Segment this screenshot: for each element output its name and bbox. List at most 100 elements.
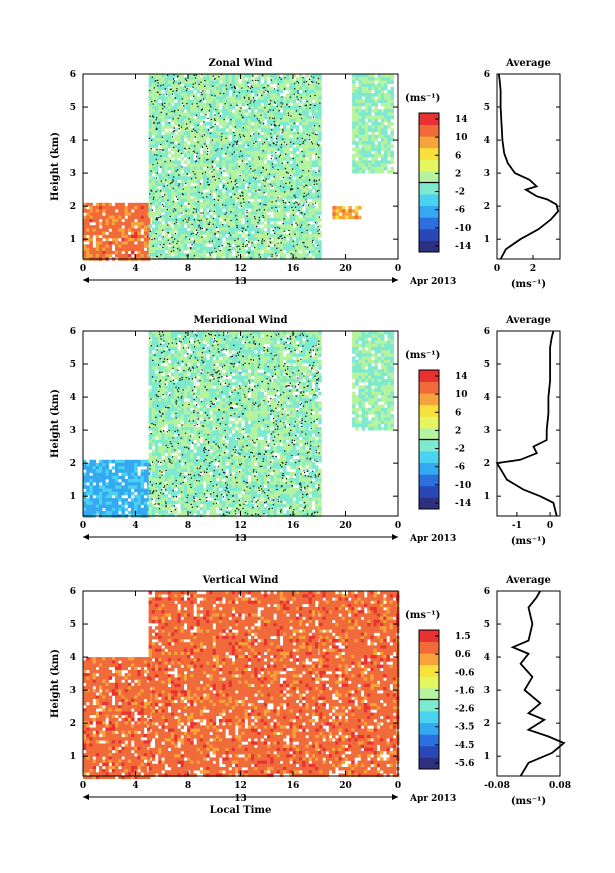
heat-cell (174, 83, 178, 88)
heat-cell (155, 372, 159, 377)
heat-cell (289, 227, 293, 232)
heat-cell (222, 102, 226, 107)
heat-cell (263, 230, 268, 235)
heat-cell (148, 443, 153, 447)
heat-cell (260, 198, 265, 203)
heat-cell (222, 230, 226, 235)
heat-cell (193, 234, 197, 238)
contour-dot (213, 210, 215, 212)
heat-cell (377, 166, 382, 171)
heat-cell (244, 192, 249, 196)
heat-cell (286, 122, 290, 126)
heat-cell (127, 488, 132, 493)
heat-cell (225, 122, 229, 126)
heat-cell (99, 254, 103, 258)
contour-dot (295, 110, 297, 112)
heat-cell (292, 106, 297, 110)
heat-cell (355, 150, 359, 155)
heat-cell (209, 93, 213, 97)
contour-dot (255, 80, 257, 82)
contour-dot (177, 76, 179, 78)
heat-cell (203, 131, 207, 136)
heat-cell (279, 83, 284, 88)
heat-cell (276, 176, 281, 180)
heat-cell (289, 118, 293, 123)
heat-cell (118, 225, 122, 229)
heat-cell (167, 237, 172, 241)
heat-cell (241, 256, 245, 260)
heat-cell (215, 253, 220, 257)
heat-cell (151, 157, 156, 161)
heat-cell (187, 93, 191, 97)
heat-cell (115, 466, 119, 470)
heat-cell (260, 118, 265, 123)
heat-cell (137, 507, 141, 512)
heat-cell (115, 472, 119, 477)
heat-cell (260, 144, 265, 148)
heat-cell (203, 154, 207, 158)
contour-dot (195, 233, 197, 235)
heat-cell (295, 234, 300, 238)
contour-dot (248, 97, 250, 99)
heat-cell (151, 401, 156, 405)
heat-cell (177, 131, 181, 136)
heat-cell (174, 118, 178, 123)
heat-cell (115, 488, 119, 493)
heat-cell (111, 215, 116, 220)
heat-cell (151, 253, 156, 257)
heat-cell (137, 504, 141, 509)
heat-cell (121, 485, 125, 489)
heat-cell (203, 106, 207, 110)
heat-cell (292, 253, 297, 257)
heat-cell (124, 209, 129, 213)
contour-dot (268, 103, 270, 105)
average-title-0: Average (505, 58, 551, 69)
heat-cell (371, 131, 375, 136)
heat-cell (384, 141, 388, 145)
heat-cell (251, 106, 255, 110)
contour-dot (157, 79, 159, 81)
heat-cell (137, 501, 141, 505)
contour-dot (238, 92, 240, 94)
heat-cell (308, 166, 313, 171)
heat-cell (299, 83, 303, 88)
heat-cell (305, 211, 309, 216)
contour-dot (302, 204, 304, 207)
heat-cell (222, 253, 226, 257)
heat-cell (161, 173, 165, 177)
heat-cell (148, 86, 153, 91)
contour-dot (270, 136, 273, 138)
heat-cell (183, 166, 188, 171)
heat-cell (171, 205, 175, 209)
contour-dot (172, 142, 174, 144)
heat-cell (164, 163, 169, 168)
heat-cell (286, 192, 290, 196)
contour-dot (196, 103, 198, 105)
heat-cell (105, 469, 109, 473)
heat-cell (161, 240, 165, 244)
heat-cell (105, 491, 109, 496)
heat-cell (183, 96, 188, 100)
heat-cell (283, 102, 287, 107)
heat-cell (225, 115, 229, 120)
contour-dot (188, 157, 190, 159)
contour-dot (154, 154, 156, 156)
contour-dot (258, 156, 260, 158)
heat-cell (148, 417, 153, 421)
heat-cell (355, 93, 359, 97)
heat-cell (180, 128, 185, 132)
contour-dot (198, 224, 200, 226)
heat-cell (183, 237, 188, 241)
heat-cell (193, 106, 197, 110)
contour-dot (313, 179, 315, 181)
contour-dot (161, 104, 164, 106)
heat-cell (257, 102, 261, 107)
contour-dot (270, 242, 272, 244)
heat-cell (352, 102, 356, 107)
heat-cell (279, 106, 284, 110)
contour-dot (156, 172, 158, 174)
heat-cell (180, 86, 185, 91)
heat-cell (92, 228, 97, 232)
heat-cell (270, 102, 274, 107)
heat-cell (108, 244, 113, 248)
